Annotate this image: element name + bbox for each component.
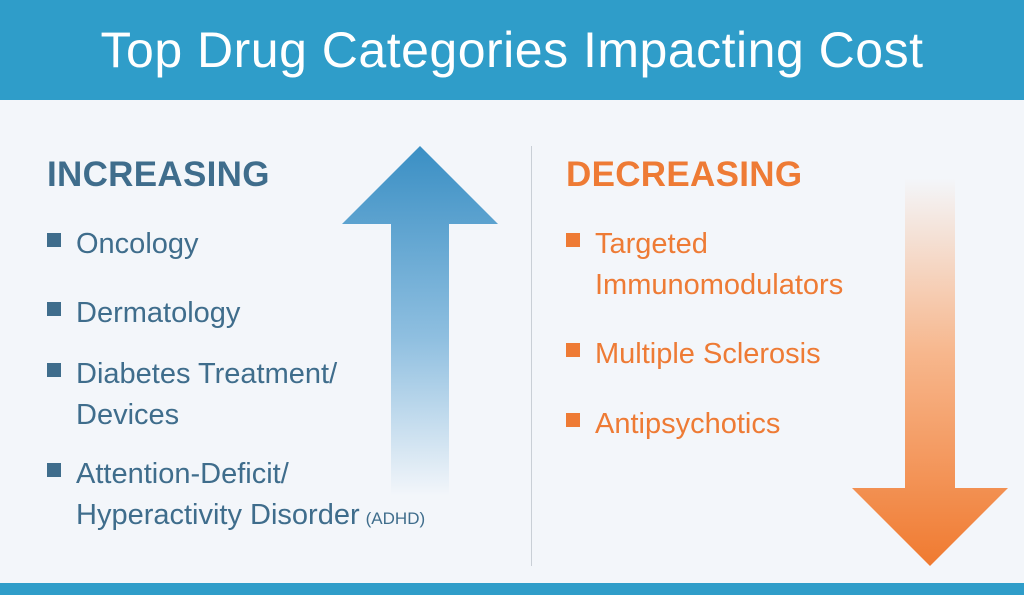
- page-title: Top Drug Categories Impacting Cost: [100, 22, 924, 78]
- decreasing-item-immunomodulators: Targeted Immunomodulators: [566, 224, 843, 306]
- item-label-line-2: Devices: [76, 399, 180, 431]
- increasing-item-oncology: Oncology: [47, 224, 199, 265]
- decreasing-item-antipsychotics: Antipsychotics: [566, 404, 780, 445]
- up-arrow-icon: [342, 146, 498, 496]
- item-label: Antipsychotics: [595, 408, 781, 440]
- square-bullet-icon: [566, 343, 580, 357]
- square-bullet-icon: [47, 302, 61, 316]
- square-bullet-icon: [566, 413, 580, 427]
- square-bullet-icon: [566, 233, 580, 247]
- square-bullet-icon: [47, 233, 61, 247]
- decreasing-heading: DECREASING: [566, 155, 803, 194]
- increasing-heading: INCREASING: [47, 155, 270, 194]
- item-label-line-1: Targeted: [595, 228, 708, 260]
- item-label: Dermatology: [76, 297, 241, 329]
- item-label-line-2: Immunomodulators: [595, 269, 844, 301]
- item-label-line-2: Hyperactivity Disorder: [76, 499, 360, 531]
- increasing-item-dermatology: Dermatology: [47, 293, 240, 334]
- decreasing-item-multiple-sclerosis: Multiple Sclerosis: [566, 334, 821, 375]
- header-bar: Top Drug Categories Impacting Cost: [0, 0, 1024, 100]
- increasing-item-diabetes: Diabetes Treatment/ Devices: [47, 354, 337, 436]
- item-label: Oncology: [76, 228, 199, 260]
- square-bullet-icon: [47, 463, 61, 477]
- footer-bar: [0, 583, 1024, 595]
- square-bullet-icon: [47, 363, 61, 377]
- item-label: Multiple Sclerosis: [595, 338, 821, 370]
- item-label-abbreviation: (ADHD): [365, 509, 426, 528]
- down-arrow-icon: [852, 178, 1008, 566]
- item-label-line-1: Diabetes Treatment/: [76, 358, 338, 390]
- item-label-line-1: Attention-Deficit/: [76, 458, 289, 490]
- column-divider: [531, 146, 532, 566]
- increasing-item-adhd: Attention-Deficit/ Hyperactivity Disorde…: [47, 454, 425, 539]
